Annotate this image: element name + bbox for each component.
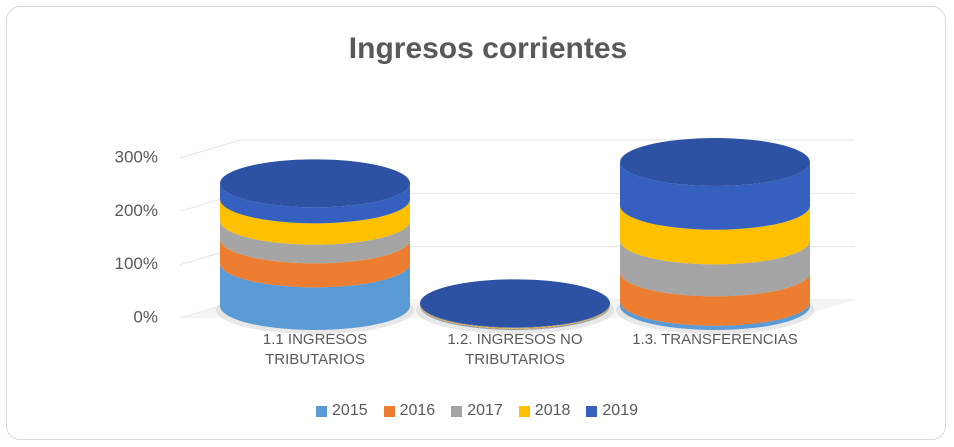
- y-tick-label: 100%: [115, 254, 158, 273]
- grid-line: [179, 139, 855, 159]
- cylinder-segment: [620, 162, 810, 230]
- legend-item: 2016: [383, 402, 436, 420]
- x-tick-label: 1.1 INGRESOS TRIBUTARIOS: [262, 331, 368, 368]
- chart-title: Ingresos corrientes: [349, 32, 627, 65]
- legend-item: 2017: [451, 402, 503, 420]
- cylinder-segment: [620, 301, 810, 330]
- legend-label: 2018: [534, 402, 571, 419]
- cylinder-segment: [220, 263, 410, 330]
- cylinder-segment: [620, 240, 810, 297]
- x-tick-label: 1.2. INGRESOS NO TRIBUTARIOS: [447, 331, 583, 368]
- cylinder-top: [420, 279, 610, 328]
- legend-label: 2015: [332, 402, 368, 419]
- cylinder-segment: [620, 205, 810, 265]
- y-tick-label: 0%: [133, 307, 158, 326]
- legend: 2015 2016 2017 2018 2019: [0, 402, 954, 420]
- legend-swatch: [586, 405, 598, 417]
- cylinder-segment: [620, 272, 810, 326]
- legend-swatch: [316, 405, 328, 417]
- legend-item: 2015: [316, 402, 368, 420]
- cylinder-segment: [220, 199, 410, 245]
- y-tick-label: 200%: [115, 201, 158, 220]
- legend-item: 2018: [518, 402, 571, 420]
- legend-swatch: [451, 405, 463, 417]
- legend-label: 2016: [399, 402, 436, 419]
- legend-label: 2019: [602, 402, 638, 419]
- legend-item: 2019: [586, 402, 638, 420]
- legend-swatch: [383, 405, 395, 417]
- y-tick-label: 300%: [115, 147, 158, 166]
- cylinder-segment: [220, 220, 410, 264]
- cylinder-segment: [220, 239, 410, 288]
- cylinder-segment: [220, 183, 410, 224]
- cylinder-top: [620, 138, 810, 186]
- legend-swatch: [518, 405, 530, 417]
- x-tick-label: 1.3. TRANSFERENCIAS: [632, 331, 798, 348]
- cylinder-top: [220, 159, 410, 208]
- legend-label: 2017: [467, 402, 503, 419]
